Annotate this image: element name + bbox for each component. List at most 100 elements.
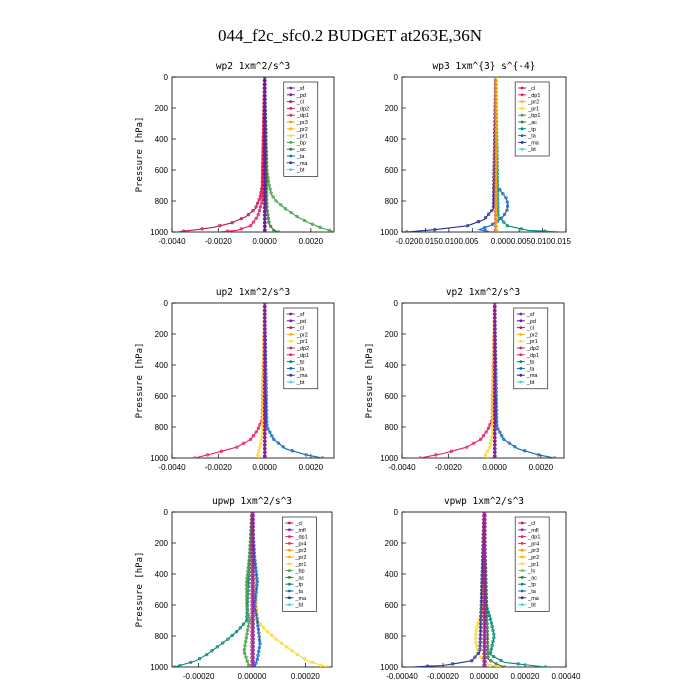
series-line-tp [174, 512, 253, 667]
series-group [412, 512, 548, 667]
series-point-sf [493, 405, 497, 410]
panel-5: upwp 1xm^2/s^3 0 200 400 600 800 1000 Pressure … [135, 496, 333, 681]
series-point-mfl [483, 581, 487, 585]
series-point-pr1 [290, 649, 294, 653]
series-point-sf [263, 338, 267, 342]
series-point-pr2 [494, 202, 498, 206]
series-point-ta [256, 624, 260, 628]
series-point-ta [254, 569, 258, 573]
y-tick-label: 800 [155, 423, 169, 432]
series-point-mfl [251, 555, 255, 559]
series-point-pr2 [494, 116, 498, 120]
series-point-ta [268, 430, 272, 434]
series-point-dp1 [249, 224, 253, 228]
series-point-dp1 [205, 453, 210, 457]
series-point-sf [263, 305, 267, 309]
series-point-pr2 [494, 131, 498, 135]
legend-marker [289, 312, 293, 316]
series-point-pd [262, 146, 267, 150]
series-point-sf [493, 413, 497, 417]
series-point-sf [493, 435, 497, 440]
series-point-pd [262, 135, 267, 139]
series-point-pr1 [474, 633, 478, 637]
series-point-pr1 [274, 637, 278, 641]
series-point-ta [270, 434, 274, 438]
series-point-pd [262, 127, 267, 131]
series-point-sf [493, 432, 497, 436]
series-point-pr2 [494, 127, 498, 131]
x-tick-label: 0.0020 [529, 463, 554, 472]
series-point-sf [493, 320, 497, 324]
panel-title: upwp 1xm^2/s^3 [212, 496, 292, 507]
y-tick-label: 200 [385, 539, 399, 548]
series-point-tp [178, 663, 182, 667]
series-point-sf [493, 316, 497, 320]
series-point-mfl [251, 547, 255, 551]
series-point-pd [262, 108, 267, 113]
series-point-mfl [251, 633, 255, 637]
legend-marker [519, 360, 523, 363]
y-tick-label: 600 [385, 601, 399, 610]
legend-label: _ta [296, 154, 306, 160]
y-tick-label: 1000 [380, 454, 398, 463]
series-point-pr1 [270, 633, 274, 638]
series-point-mfl [483, 558, 487, 563]
series-point-bp [269, 191, 273, 195]
legend-box [282, 516, 317, 612]
y-tick-label: 200 [155, 539, 169, 548]
series-point-pr1 [285, 645, 289, 649]
series-point-ma [487, 212, 491, 216]
series-point-pr1 [474, 636, 478, 641]
series-point-ta [257, 638, 262, 642]
y-tick-label: 1000 [150, 454, 168, 463]
series-point-sf [263, 334, 267, 339]
series-point-ma [480, 584, 484, 589]
series-point-ac [485, 622, 489, 626]
series-point-mfl [483, 525, 487, 529]
series-point-pd [262, 161, 267, 165]
series-point-mfl [251, 562, 255, 566]
series-point-mfl [483, 611, 487, 615]
series-point-sf [263, 447, 267, 451]
legend-label: _dp2 [296, 346, 309, 352]
legend-marker [520, 528, 524, 532]
series-point-tp [492, 636, 496, 640]
legend-marker [289, 113, 293, 117]
legend-marker [520, 589, 524, 593]
series-point-sf [493, 331, 497, 335]
y-tick-label: 0 [164, 299, 169, 308]
series-point-pr1 [262, 626, 266, 630]
series-point-mfl [483, 663, 487, 667]
series-point-ma [479, 610, 483, 615]
legend-marker [288, 576, 291, 579]
series-point-bp [246, 624, 250, 628]
series-point-mfl [251, 532, 255, 537]
series-point-pd [262, 202, 267, 206]
y-axis-label: Pressure [hPa] [135, 552, 145, 628]
series-point-pr1 [259, 438, 263, 442]
legend-label: _ma [296, 373, 309, 379]
x-tick-label: 0.00000 [470, 672, 499, 681]
legend-label: _ma [296, 161, 309, 167]
series-point-mfl [483, 532, 487, 537]
series-point-sf [493, 417, 497, 421]
series-point-ta [553, 456, 557, 458]
series-point-sf [263, 383, 267, 387]
x-tick-label: 0.0020 [299, 463, 324, 472]
x-tick-label: 0.0000 [252, 463, 277, 472]
series-point-ta [500, 434, 504, 438]
series-point-cl [239, 216, 244, 221]
series-point-ma [470, 659, 474, 663]
series-point-dp1 [257, 209, 262, 213]
series-point-dp1 [235, 445, 239, 449]
legend-label: _ma [526, 373, 539, 379]
series-point-tp [543, 665, 548, 667]
series-point-bp [246, 569, 250, 573]
series-point-mfl [251, 648, 255, 652]
legend-marker [520, 141, 524, 144]
series-point-bp [244, 636, 248, 640]
series-point-ta [256, 627, 261, 632]
series-point-ta [290, 449, 294, 453]
series-point-pd [262, 105, 267, 109]
panel-1: wp2 1xm^2/s^3 0 200 400 600 800 1000 Pressure [… [135, 61, 335, 246]
